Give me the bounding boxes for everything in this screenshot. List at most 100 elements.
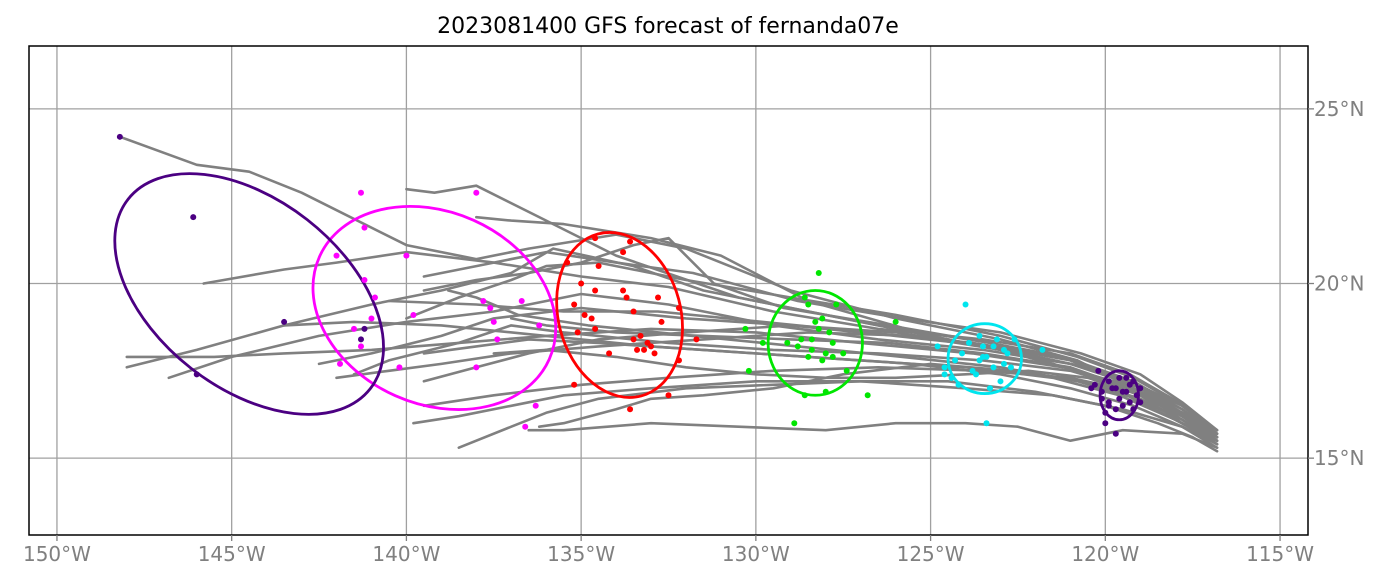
forecast-point-day2 [759, 339, 766, 346]
forecast-point-day2 [808, 346, 815, 353]
forecast-point-early [1116, 395, 1123, 402]
forecast-point-day4 [357, 343, 364, 350]
forecast-point-day4 [368, 315, 375, 322]
x-tick-label: 115°W [1246, 542, 1314, 566]
forecast-point-day3 [648, 343, 655, 350]
forecast-point-day2 [840, 350, 847, 357]
forecast-point-day1 [993, 336, 1000, 343]
forecast-point-day1 [976, 332, 983, 339]
forecast-point-day3 [630, 308, 637, 315]
forecast-point-early [1112, 406, 1119, 413]
forecast-point-day3 [627, 238, 634, 245]
forecast-point-day4 [518, 297, 525, 304]
forecast-point-day2 [742, 325, 749, 332]
x-axis-ticks: 150°W 145°W 140°W 135°W 130°W 125°W 120°W 115°W [23, 535, 1314, 566]
y-tick-label: 15°N [1314, 446, 1364, 470]
grid [29, 46, 1308, 535]
forecast-point-day4 [480, 297, 487, 304]
forecast-point-day2 [801, 392, 808, 399]
forecast-point-day3 [658, 318, 665, 325]
forecast-point-day2 [833, 301, 840, 308]
forecast-point-day2 [815, 270, 822, 277]
forecast-point-day5 [357, 336, 364, 343]
forecast-point-day2 [822, 350, 829, 357]
forecast-point-day2 [822, 388, 829, 395]
x-tick-label: 150°W [23, 542, 91, 566]
forecast-point-day3 [564, 259, 571, 266]
forecast-point-day2 [892, 318, 899, 325]
forecast-point-day1 [1039, 346, 1046, 353]
forecast-point-day5 [361, 325, 368, 332]
forecast-point-day2 [791, 420, 798, 427]
forecast-point-day1 [980, 343, 987, 350]
uncertainty-ellipse-day5 [113, 172, 385, 416]
forecast-point-day5 [281, 318, 288, 325]
forecast-point-day2 [745, 367, 752, 374]
forecast-point-day4 [522, 423, 529, 430]
forecast-point-early [1123, 374, 1130, 381]
forecast-point-day3 [655, 294, 662, 301]
forecast-point-day4 [333, 252, 340, 259]
forecast-point-day3 [574, 329, 581, 336]
forecast-point-day1 [934, 343, 941, 350]
forecast-point-day3 [578, 280, 585, 287]
forecast-point-day1 [962, 301, 969, 308]
forecast-point-day4 [371, 294, 378, 301]
forecast-positions [116, 133, 1144, 437]
y-tick-label: 25°N [1314, 97, 1364, 121]
forecast-track [474, 215, 1219, 443]
y-tick-label: 20°N [1314, 272, 1364, 296]
forecast-point-day4 [487, 304, 494, 311]
forecast-point-early [1102, 420, 1109, 427]
forecast-point-day3 [651, 350, 658, 357]
forecast-point-day2 [808, 336, 815, 343]
forecast-point-day4 [473, 364, 480, 371]
x-tick-label: 130°W [722, 542, 790, 566]
forecast-point-day1 [973, 371, 980, 378]
forecast-point-day3 [592, 235, 599, 242]
forecast-point-day4 [532, 402, 539, 409]
forecast-point-day3 [571, 301, 578, 308]
plot-area [113, 133, 1219, 453]
forecast-point-day4 [494, 336, 501, 343]
forecast-point-day5 [193, 371, 200, 378]
forecast-point-early [1098, 388, 1105, 395]
forecast-point-day2 [784, 339, 791, 346]
forecast-point-day1 [1007, 364, 1014, 371]
forecast-point-day1 [959, 350, 966, 357]
forecast-point-day3 [592, 325, 599, 332]
forecast-point-day1 [941, 371, 948, 378]
forecast-point-day2 [801, 294, 808, 301]
forecast-point-day1 [997, 378, 1004, 385]
forecast-point-day3 [675, 357, 682, 364]
forecast-point-day4 [350, 325, 357, 332]
forecast-point-day1 [1000, 346, 1007, 353]
x-tick-label: 135°W [547, 542, 615, 566]
forecast-point-day4 [403, 252, 410, 259]
uncertainty-ellipse-day4 [311, 204, 558, 411]
forecast-point-day1 [983, 420, 990, 427]
forecast-point-day4 [536, 322, 543, 329]
forecast-point-day3 [637, 332, 644, 339]
uncertainty-ellipse-day2 [766, 289, 864, 397]
uncertainty-ellipses [113, 172, 1140, 422]
forecast-point-early [1109, 385, 1116, 392]
forecast-point-day5 [190, 214, 197, 221]
forecast-point-day3 [627, 406, 634, 413]
forecast-point-day2 [819, 357, 826, 364]
forecast-point-early [1126, 399, 1133, 406]
forecast-point-day1 [966, 339, 973, 346]
forecast-point-day1 [983, 353, 990, 360]
plot-frame [28, 45, 1309, 536]
forecast-point-day3 [641, 346, 648, 353]
forecast-track [422, 338, 1219, 446]
forecast-track [457, 379, 1219, 453]
forecast-point-early [1133, 392, 1140, 399]
forecast-point-day1 [1000, 360, 1007, 367]
forecast-point-day4 [490, 318, 497, 325]
forecast-point-day3 [606, 350, 613, 357]
forecast-point-day3 [595, 263, 602, 270]
forecast-point-early [1102, 409, 1109, 416]
forecast-point-day3 [623, 294, 630, 301]
y-axis-ticks: 15°N 20°N 25°N [1308, 97, 1364, 470]
